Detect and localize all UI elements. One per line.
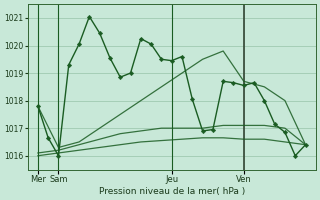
X-axis label: Pression niveau de la mer( hPa ): Pression niveau de la mer( hPa ) <box>99 187 245 196</box>
